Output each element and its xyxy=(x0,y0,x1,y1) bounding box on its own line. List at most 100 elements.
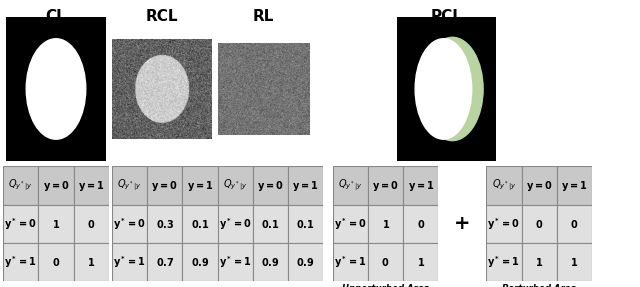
Ellipse shape xyxy=(422,37,483,141)
Bar xyxy=(218,166,253,205)
Text: $\mathbf{0.9}$: $\mathbf{0.9}$ xyxy=(191,256,209,268)
Bar xyxy=(522,243,557,281)
Text: $\mathbf{0}$: $\mathbf{0}$ xyxy=(52,256,60,268)
Bar xyxy=(288,166,323,205)
Text: $\mathbf{y=1}$: $\mathbf{y=1}$ xyxy=(561,179,588,193)
Text: $\mathbf{1}$: $\mathbf{1}$ xyxy=(52,218,60,230)
Bar xyxy=(368,243,403,281)
Text: $\mathbf{0}$: $\mathbf{0}$ xyxy=(87,218,95,230)
Bar xyxy=(182,243,218,281)
Bar xyxy=(38,205,74,243)
Text: $\mathbf{y=1}$: $\mathbf{y=1}$ xyxy=(78,179,104,193)
Text: $\mathbf{y^*=1}$: $\mathbf{y^*=1}$ xyxy=(113,254,146,270)
Bar xyxy=(368,205,403,243)
Ellipse shape xyxy=(415,39,472,139)
Text: $\mathbf{y=1}$: $\mathbf{y=1}$ xyxy=(408,179,434,193)
Bar xyxy=(3,166,38,205)
Text: $\mathbf{0.1}$: $\mathbf{0.1}$ xyxy=(296,218,315,230)
Bar xyxy=(147,166,182,205)
Text: RL: RL xyxy=(253,9,274,24)
Text: $\mathbf{y=0}$: $\mathbf{y=0}$ xyxy=(43,179,69,193)
Bar xyxy=(112,205,147,243)
Text: +: + xyxy=(454,214,470,233)
Bar xyxy=(112,243,147,281)
Bar xyxy=(38,243,74,281)
Bar xyxy=(147,205,182,243)
Bar xyxy=(74,205,109,243)
Text: Unperturbed Area
(Black + White): Unperturbed Area (Black + White) xyxy=(342,284,429,287)
Bar xyxy=(333,243,368,281)
Text: $\mathbf{y^*=0}$: $\mathbf{y^*=0}$ xyxy=(219,216,252,232)
Text: $\mathbf{y=0}$: $\mathbf{y=0}$ xyxy=(152,179,178,193)
Text: $\mathbf{y=0}$: $\mathbf{y=0}$ xyxy=(372,179,399,193)
Text: $\boldsymbol{Q_{y^*|y}}$: $\boldsymbol{Q_{y^*|y}}$ xyxy=(117,178,142,193)
Text: $\mathbf{y^*=1}$: $\mathbf{y^*=1}$ xyxy=(334,254,367,270)
Text: $\mathbf{0}$: $\mathbf{0}$ xyxy=(535,218,543,230)
Bar xyxy=(333,166,368,205)
Text: $\mathbf{1}$: $\mathbf{1}$ xyxy=(381,218,390,230)
Bar xyxy=(253,243,288,281)
Bar xyxy=(112,166,147,205)
Bar xyxy=(486,243,522,281)
Text: $\boldsymbol{Q_{y^*|y}}$: $\boldsymbol{Q_{y^*|y}}$ xyxy=(338,178,363,193)
Text: $\mathbf{0.1}$: $\mathbf{0.1}$ xyxy=(261,218,280,230)
Bar xyxy=(522,205,557,243)
Text: $\mathbf{y=0}$: $\mathbf{y=0}$ xyxy=(257,179,284,193)
Bar xyxy=(253,205,288,243)
Bar xyxy=(253,166,288,205)
Text: $\mathbf{y^*=0}$: $\mathbf{y^*=0}$ xyxy=(4,216,37,232)
Bar xyxy=(403,243,438,281)
Bar xyxy=(486,166,522,205)
Text: $\mathbf{0}$: $\mathbf{0}$ xyxy=(417,218,425,230)
Bar xyxy=(182,166,218,205)
Bar xyxy=(218,243,253,281)
Bar xyxy=(288,243,323,281)
Bar xyxy=(486,205,522,243)
Text: $\mathbf{y=0}$: $\mathbf{y=0}$ xyxy=(526,179,552,193)
Text: $\mathbf{0.3}$: $\mathbf{0.3}$ xyxy=(156,218,174,230)
Text: $\mathbf{1}$: $\mathbf{1}$ xyxy=(570,256,579,268)
Bar xyxy=(182,205,218,243)
Bar xyxy=(74,166,109,205)
Text: $\mathbf{0}$: $\mathbf{0}$ xyxy=(570,218,579,230)
Bar xyxy=(147,243,182,281)
Bar xyxy=(403,166,438,205)
Text: $\mathbf{0}$: $\mathbf{0}$ xyxy=(381,256,390,268)
Text: $\mathbf{1}$: $\mathbf{1}$ xyxy=(417,256,425,268)
Ellipse shape xyxy=(26,39,86,139)
Bar xyxy=(218,205,253,243)
Text: $\mathbf{y^*=1}$: $\mathbf{y^*=1}$ xyxy=(488,254,520,270)
Bar xyxy=(333,205,368,243)
Text: $\mathbf{y=1}$: $\mathbf{y=1}$ xyxy=(292,179,319,193)
Text: $\mathbf{y^*=0}$: $\mathbf{y^*=0}$ xyxy=(334,216,367,232)
Text: $\mathbf{y=1}$: $\mathbf{y=1}$ xyxy=(187,179,213,193)
Text: $\mathbf{0.9}$: $\mathbf{0.9}$ xyxy=(261,256,280,268)
Text: $\boldsymbol{Q_{y^*|y}}$: $\boldsymbol{Q_{y^*|y}}$ xyxy=(223,178,248,193)
Text: $\mathbf{y^*=1}$: $\mathbf{y^*=1}$ xyxy=(4,254,37,270)
Bar xyxy=(557,243,592,281)
Bar xyxy=(288,205,323,243)
Text: $\mathbf{0.1}$: $\mathbf{0.1}$ xyxy=(191,218,209,230)
Text: PCL: PCL xyxy=(431,9,462,24)
Text: $\mathbf{0.7}$: $\mathbf{0.7}$ xyxy=(156,256,174,268)
Bar xyxy=(522,166,557,205)
Bar xyxy=(557,166,592,205)
Bar xyxy=(557,205,592,243)
Text: Perturbed Area
(Green): Perturbed Area (Green) xyxy=(502,284,577,287)
Text: $\mathbf{y^*=1}$: $\mathbf{y^*=1}$ xyxy=(219,254,252,270)
Text: $\mathbf{1}$: $\mathbf{1}$ xyxy=(535,256,543,268)
Text: $\boldsymbol{Q_{y^*|y}}$: $\boldsymbol{Q_{y^*|y}}$ xyxy=(492,178,516,193)
Text: $\mathbf{1}$: $\mathbf{1}$ xyxy=(87,256,95,268)
Bar xyxy=(368,166,403,205)
Bar xyxy=(3,205,38,243)
Text: $\mathbf{0.9}$: $\mathbf{0.9}$ xyxy=(296,256,315,268)
Bar xyxy=(403,205,438,243)
Bar xyxy=(3,243,38,281)
Bar xyxy=(74,243,109,281)
Text: $\boldsymbol{Q_{y^*|y}}$: $\boldsymbol{Q_{y^*|y}}$ xyxy=(8,178,33,193)
Bar xyxy=(38,166,74,205)
Text: $\mathbf{y^*=0}$: $\mathbf{y^*=0}$ xyxy=(488,216,520,232)
Text: RCL: RCL xyxy=(145,9,178,24)
Text: $\mathbf{y^*=0}$: $\mathbf{y^*=0}$ xyxy=(113,216,146,232)
Text: CL: CL xyxy=(45,9,67,24)
